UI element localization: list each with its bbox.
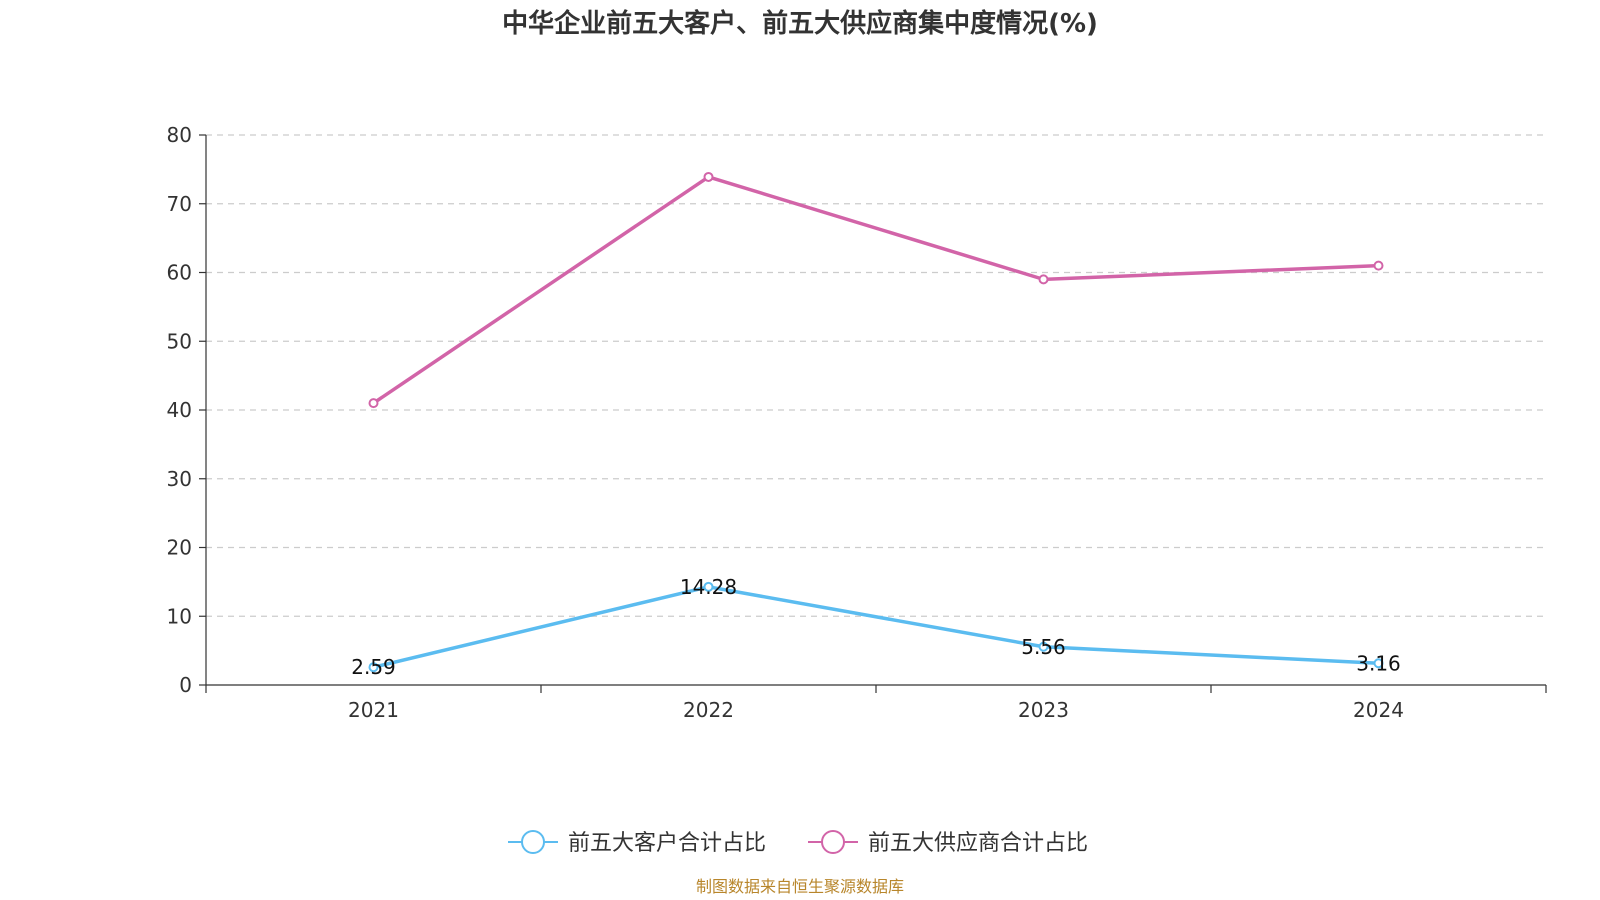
x-axis-ticks: 2021 2022 2023 2024 bbox=[205, 685, 1547, 722]
data-label: 2.59 bbox=[351, 655, 396, 679]
source-note: 制图数据来自恒生聚源数据库 bbox=[696, 877, 904, 896]
x-tick-label: 2024 bbox=[1353, 698, 1404, 722]
series-group bbox=[368, 171, 1384, 673]
legend-item-2[interactable]: 前五大供应商合计占比 bbox=[808, 830, 1088, 856]
series-2-point bbox=[1038, 274, 1049, 285]
legend-item-1[interactable]: 前五大客户合计占比 bbox=[508, 830, 766, 856]
data-label: 3.16 bbox=[1356, 651, 1401, 675]
legend-label: 前五大供应商合计占比 bbox=[868, 831, 1088, 856]
y-tick-label: 70 bbox=[167, 192, 192, 216]
series-1-point bbox=[368, 662, 379, 673]
y-tick-label: 80 bbox=[167, 123, 192, 147]
legend-label: 前五大客户合计占比 bbox=[568, 831, 766, 856]
y-tick-label: 50 bbox=[167, 329, 192, 353]
y-tick-label: 40 bbox=[167, 398, 192, 422]
y-tick-label: 60 bbox=[167, 261, 192, 285]
chart-title: 中华企业前五大客户、前五大供应商集中度情况(%) bbox=[502, 8, 1098, 39]
series-1-point bbox=[703, 581, 714, 592]
y-tick-label: 30 bbox=[167, 467, 192, 491]
y-tick-label: 20 bbox=[167, 536, 192, 560]
series-1-point bbox=[1373, 658, 1384, 669]
grid-lines bbox=[206, 134, 1546, 617]
series-2-point bbox=[368, 398, 379, 409]
y-axis-ticks: 0 10 20 30 40 50 60 70 80 bbox=[167, 123, 206, 697]
data-label: 14.28 bbox=[680, 575, 737, 599]
y-tick-label: 0 bbox=[179, 673, 192, 697]
x-tick-label: 2023 bbox=[1018, 698, 1069, 722]
series-line-2 bbox=[372, 175, 1379, 405]
series-2-point bbox=[1373, 260, 1384, 271]
legend-circle-icon bbox=[521, 830, 545, 854]
x-tick-label: 2021 bbox=[348, 698, 399, 722]
series-line-1 bbox=[373, 585, 1379, 669]
y-tick-label: 10 bbox=[167, 604, 192, 628]
data-labels: 2.59 14.28 5.56 3.16 bbox=[351, 575, 1401, 679]
data-label: 5.56 bbox=[1021, 635, 1066, 659]
series-1-point bbox=[1038, 641, 1049, 652]
legend[interactable]: 前五大客户合计占比 前五大供应商合计占比 bbox=[508, 830, 1088, 856]
series-2-point bbox=[703, 171, 714, 182]
x-tick-label: 2022 bbox=[683, 698, 734, 722]
legend-circle-icon bbox=[821, 830, 845, 854]
